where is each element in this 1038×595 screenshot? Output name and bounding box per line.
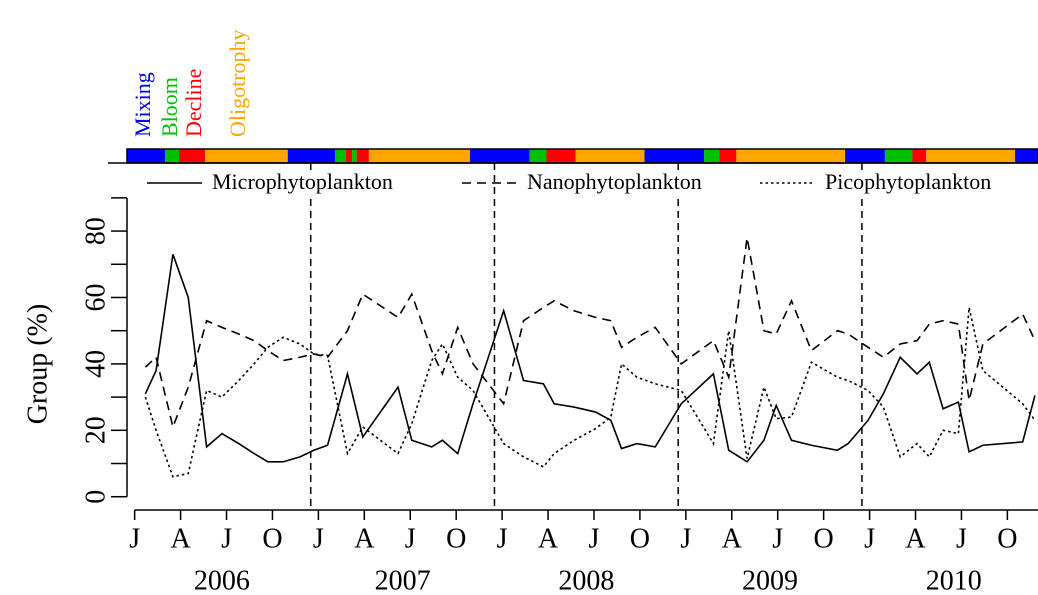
phase-segment xyxy=(529,149,547,163)
x-tick-label: J xyxy=(680,523,691,554)
series-line xyxy=(144,254,1036,463)
x-tick-label: J xyxy=(405,523,416,554)
x-tick-label: A xyxy=(905,523,926,554)
phase-segment xyxy=(546,149,576,163)
phase-segment xyxy=(127,149,166,163)
x-tick-label: J xyxy=(129,523,140,554)
y-tick-label: 20 xyxy=(80,416,111,444)
x-tick-label: O xyxy=(262,523,282,554)
x-tick-label: A xyxy=(354,523,375,554)
phase-segment xyxy=(926,149,1016,163)
legend-label: Nanophytoplankton xyxy=(527,169,702,194)
phase-segment xyxy=(719,149,737,163)
phase-segment xyxy=(345,149,353,163)
x-tick-label: A xyxy=(538,523,559,554)
y-axis-label: Group (%) xyxy=(22,304,53,425)
legend-label: Microphytoplankton xyxy=(212,169,393,194)
phase-segment xyxy=(165,149,180,163)
year-label: 2008 xyxy=(558,565,614,595)
x-tick-label: O xyxy=(446,523,466,554)
x-tick-label: J xyxy=(772,523,783,554)
legend-bg xyxy=(524,170,754,198)
legend-bg xyxy=(209,170,439,198)
x-tick-label: J xyxy=(956,523,967,554)
x-tick-label: O xyxy=(997,523,1017,554)
y-tick-label: 40 xyxy=(80,350,111,378)
phase-segment xyxy=(912,149,927,163)
x-tick-label: J xyxy=(497,523,508,554)
phase-segment xyxy=(644,149,705,163)
x-tick-label: O xyxy=(814,523,834,554)
phase-segment xyxy=(368,149,470,163)
series-line xyxy=(144,307,1036,478)
x-tick-label: J xyxy=(864,523,875,554)
phase-segment xyxy=(1015,149,1038,163)
phase-segment xyxy=(205,149,288,163)
phase-segment xyxy=(884,149,913,163)
phase-label: Mixing xyxy=(130,72,155,137)
phase-label: Oligotrophy xyxy=(225,29,250,137)
y-tick-label: 80 xyxy=(80,217,111,245)
phase-segment xyxy=(704,149,720,163)
x-tick-label: A xyxy=(170,523,191,554)
year-label: 2009 xyxy=(742,565,798,595)
x-tick-label: O xyxy=(630,523,650,554)
phase-segment xyxy=(287,149,336,163)
phase-segment xyxy=(356,149,369,163)
y-tick-label: 60 xyxy=(80,283,111,311)
series-line xyxy=(144,237,1036,430)
phase-label: Bloom xyxy=(157,77,182,137)
y-tick-label: 0 xyxy=(80,490,111,504)
x-tick-label: A xyxy=(722,523,743,554)
phase-segment xyxy=(352,149,357,163)
phase-segment xyxy=(575,149,645,163)
year-label: 2010 xyxy=(926,565,982,595)
legend-bg xyxy=(822,170,1038,198)
phase-segment xyxy=(469,149,530,163)
x-tick-label: J xyxy=(221,523,232,554)
year-label: 2006 xyxy=(194,565,250,595)
x-tick-label: J xyxy=(313,523,324,554)
phase-label: Decline xyxy=(181,69,206,137)
phase-segment xyxy=(736,149,846,163)
phase-segment xyxy=(179,149,206,163)
legend-label: Picophytoplankton xyxy=(825,169,991,194)
phase-segment xyxy=(845,149,885,163)
phase-segment xyxy=(335,149,346,163)
x-tick-label: J xyxy=(589,523,600,554)
year-label: 2007 xyxy=(375,565,431,595)
